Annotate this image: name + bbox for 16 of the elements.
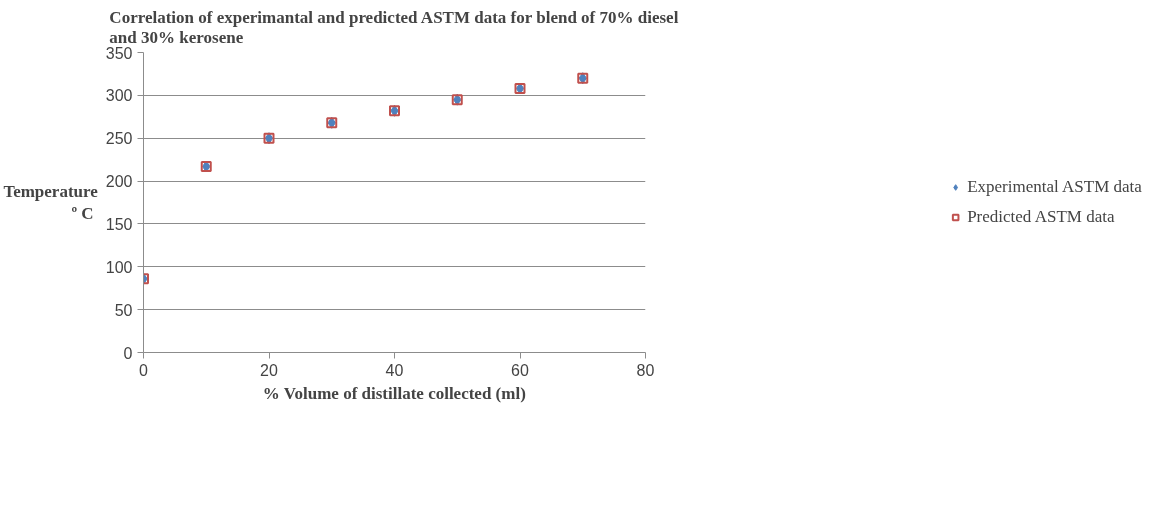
legend-label: Experimental ASTM data: [967, 177, 1142, 197]
y-tick-label: 200: [105, 173, 133, 191]
y-tick-label: 300: [105, 87, 133, 105]
y-axis-title: Temperature º C: [3, 181, 99, 224]
x-tick-label: 80: [636, 361, 655, 379]
y-tick-label: 50: [114, 301, 133, 319]
y-tick-label: 0: [123, 344, 133, 362]
x-tick-label: 40: [385, 361, 404, 379]
y-tick-label: 150: [105, 215, 133, 233]
y-tick-label: 100: [105, 258, 133, 276]
y-tick-label: 250: [105, 130, 133, 148]
legend-label: Predicted ASTM data: [967, 207, 1115, 227]
x-tick-label: 60: [511, 361, 529, 379]
x-axis-title: % Volume of distillate collected (ml): [262, 383, 526, 403]
x-tick-label: 0: [139, 361, 149, 379]
x-tick-label: 20: [260, 361, 278, 379]
